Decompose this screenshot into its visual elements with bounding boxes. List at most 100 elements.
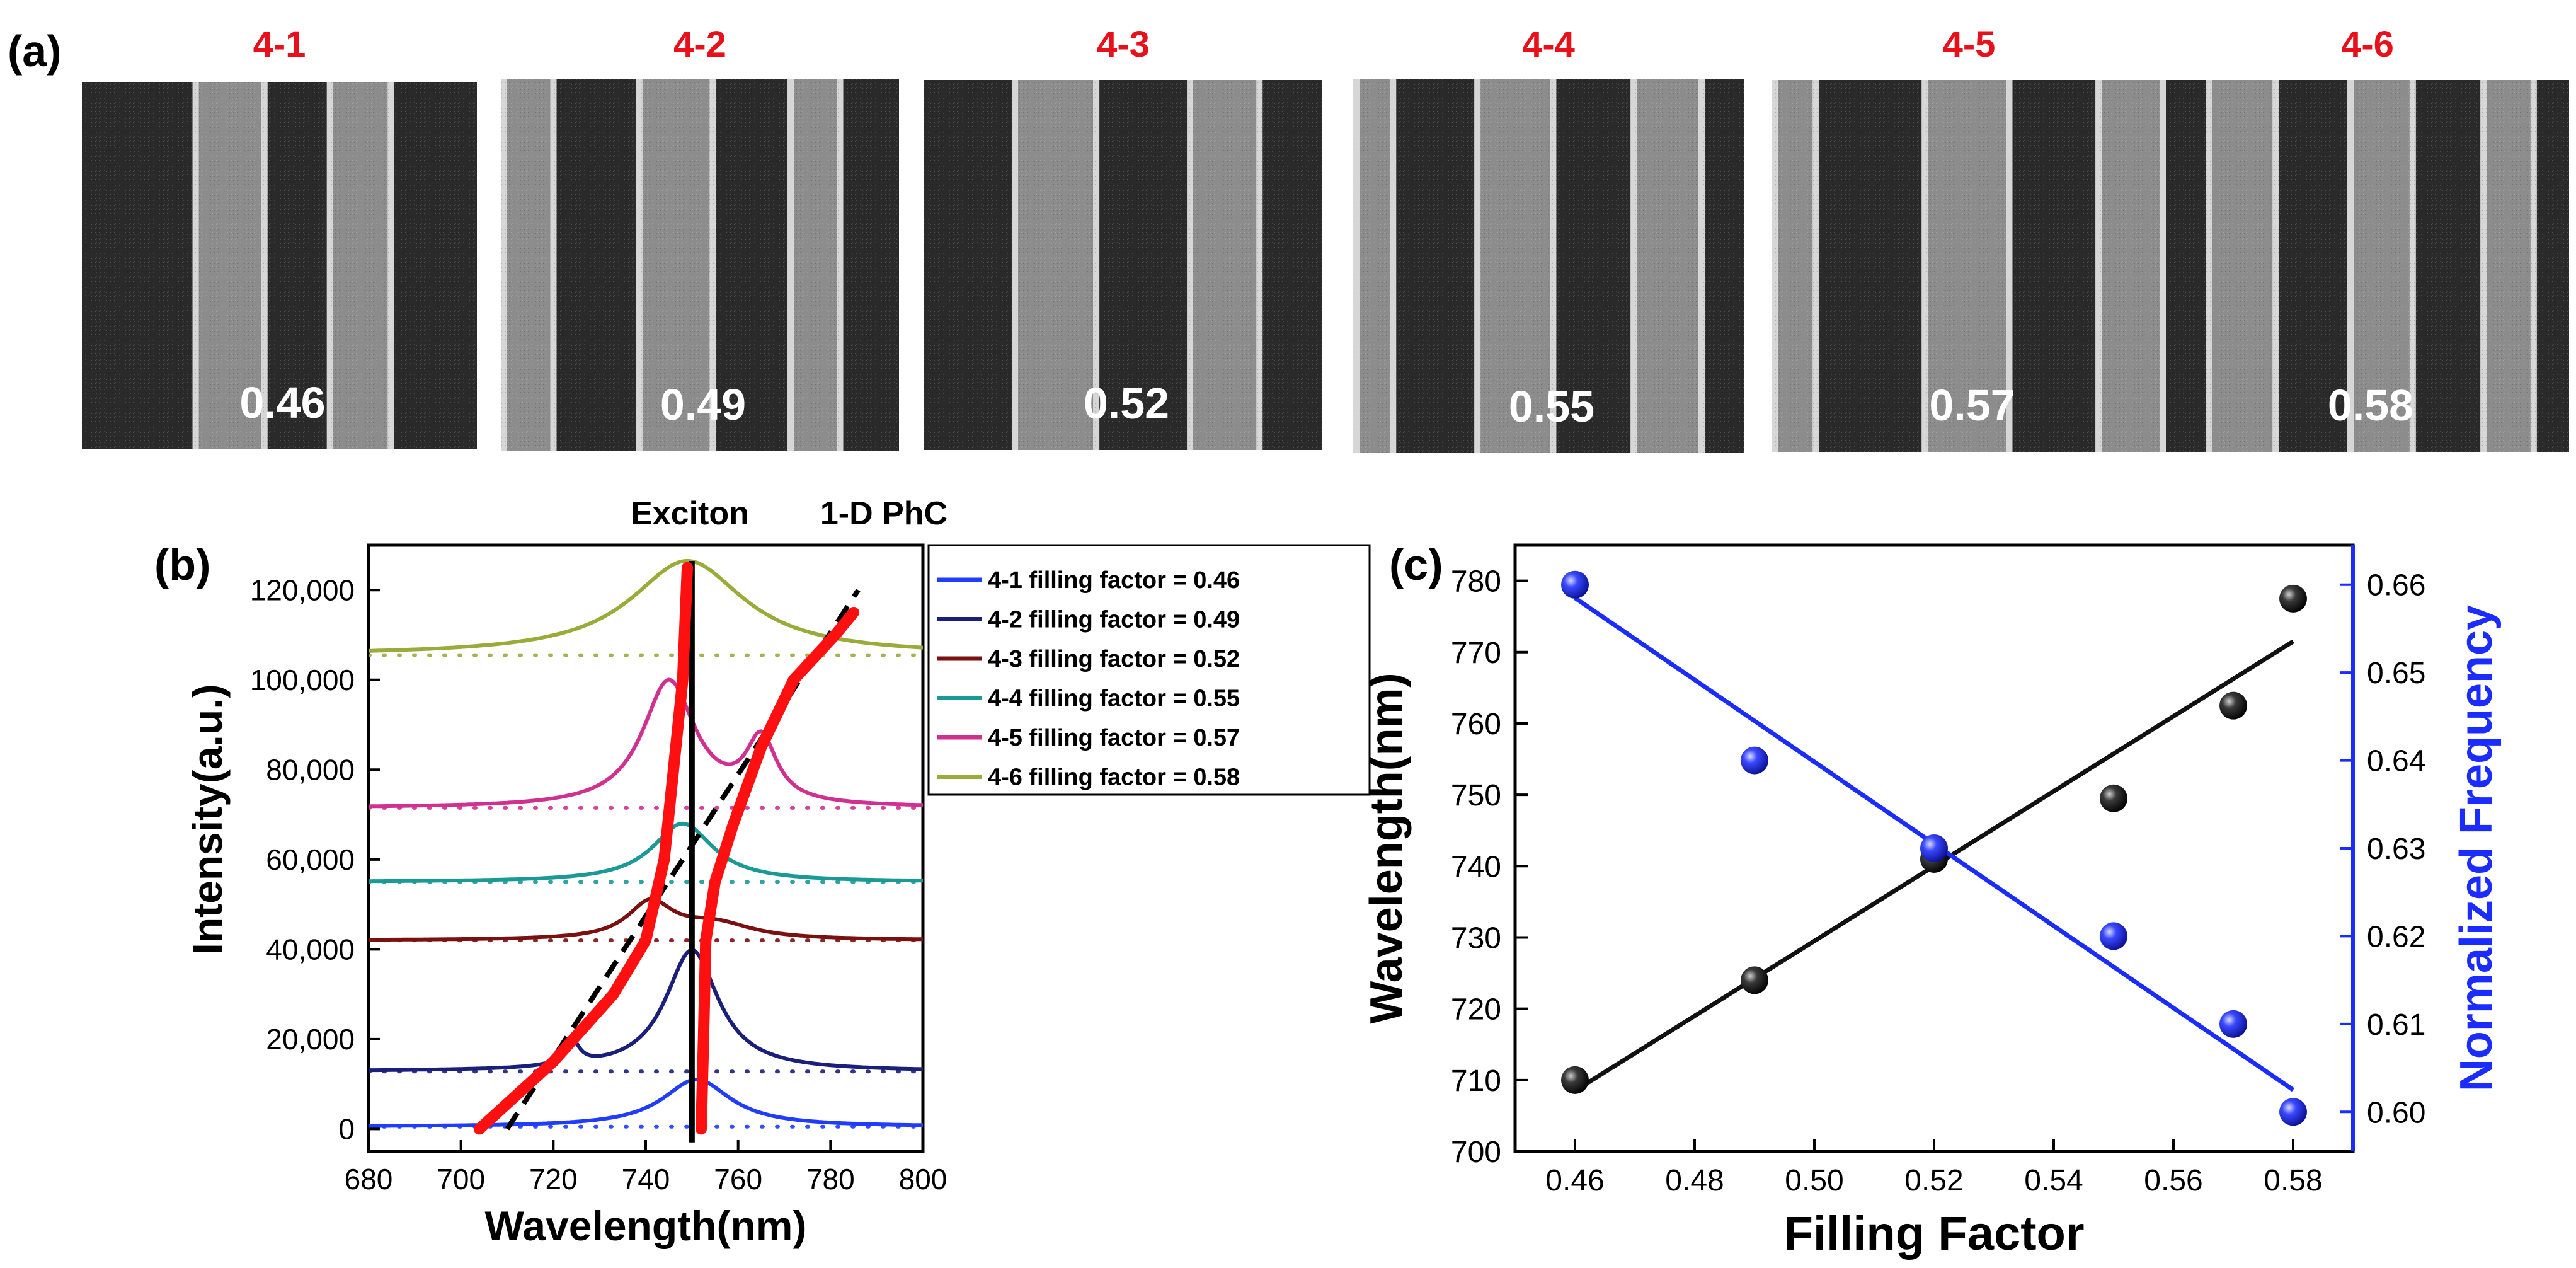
sample-id: 4-1: [253, 24, 306, 65]
panel-a-micrographs: 4-1 0.46 4-2 0.49 4-3 0.52 4-4 0.55 4-5 0.57 4-6 0.…: [82, 24, 2569, 453]
y-tick-label-c: 750: [1451, 779, 1501, 812]
y-tick-label: 120,000: [250, 573, 355, 606]
frequency-point: [2100, 922, 2127, 950]
frequency-point: [2279, 1098, 2307, 1126]
sample-id: 4-3: [1097, 24, 1150, 65]
wavelength-point: [2100, 784, 2127, 812]
y-axis-title-c: Wavelength(nm): [1361, 672, 1412, 1023]
y-tick-label: 60,000: [266, 843, 355, 876]
sem-grain: [501, 79, 899, 451]
x-tick-label: 700: [437, 1163, 485, 1196]
x-tick-label-c: 0.48: [1665, 1164, 1724, 1197]
dispersion-overlay: [474, 560, 861, 1143]
spectrum-line: [369, 948, 923, 1073]
x-tick-label-c: 0.58: [2264, 1164, 2322, 1197]
x-tick-label: 800: [899, 1163, 947, 1196]
legend-box: [927, 544, 1371, 796]
y2-axis-title-c: Normalized Frequency: [2451, 605, 2502, 1092]
x-tick-label: 740: [622, 1163, 670, 1196]
sem-grain: [924, 80, 1322, 450]
wavelength-point: [2219, 691, 2247, 720]
filling-factor-value: 0.58: [2328, 381, 2413, 430]
filling-factor-value: 0.55: [1509, 382, 1594, 431]
x-tick-label: 720: [529, 1163, 578, 1196]
y-tick-label: 40,000: [266, 933, 355, 965]
x-tick-label-c: 0.46: [1545, 1164, 1604, 1197]
wavelength-point: [1561, 1066, 1589, 1094]
x-tick-label: 680: [345, 1163, 393, 1196]
y2-tick-label-c: 0.62: [2367, 920, 2425, 954]
x-axis-title-c: Filling Factor: [1783, 1207, 2084, 1260]
polariton-branch: [474, 562, 693, 1135]
spectra: [369, 558, 923, 1128]
filling-factor-value: 0.52: [1084, 379, 1169, 428]
y2-tick-label-c: 0.63: [2367, 833, 2425, 866]
filling-factor-value: 0.49: [660, 380, 746, 429]
x-tick-label-c: 0.52: [1904, 1164, 1963, 1197]
frequency-point: [1741, 746, 1768, 775]
wavelength-point: [1741, 966, 1768, 994]
sample-id: 4-5: [1943, 24, 1996, 65]
sample-id: 4-2: [673, 24, 726, 65]
x-tick-label-c: 0.50: [1785, 1164, 1843, 1197]
legend-entry: 4-3 filling factor = 0.52: [988, 646, 1240, 672]
spectrum-line: [369, 1077, 923, 1128]
legend-entry: 4-6 filling factor = 0.58: [988, 764, 1240, 791]
polariton-branch: [696, 606, 859, 1135]
spectrum-line: [369, 677, 923, 809]
filling-factor-value: 0.57: [1929, 381, 2015, 430]
wavelength-point: [2279, 584, 2307, 613]
y2-tick-label-c: 0.64: [2367, 745, 2425, 778]
y2-tick-label-c: 0.66: [2367, 569, 2425, 602]
y-tick-label-c: 730: [1451, 921, 1501, 955]
spectrum-line: [369, 897, 923, 942]
panel-b-label: (b): [154, 540, 210, 589]
y-tick-label: 20,000: [266, 1023, 355, 1056]
legend-entry: 4-1 filling factor = 0.46: [988, 567, 1240, 594]
phc-dashed-line: [505, 589, 861, 1131]
scatter-plot: [1561, 570, 2307, 1126]
exciton-annotation: Exciton: [631, 495, 749, 532]
sample-id: 4-4: [1522, 24, 1575, 65]
y-tick-label: 80,000: [266, 753, 355, 786]
filling-factor-value: 0.46: [239, 378, 325, 427]
panel-c-label: (c): [1389, 540, 1443, 589]
x-tick-label-c: 0.56: [2144, 1164, 2202, 1197]
legend-entry: 4-4 filling factor = 0.55: [988, 686, 1240, 712]
y2-tick-label-c: 0.65: [2367, 657, 2425, 690]
x-tick-label: 760: [714, 1163, 762, 1196]
y-tick-label-c: 720: [1451, 993, 1501, 1027]
legend: 4-1 filling factor = 0.46 4-2 filling fac…: [937, 567, 1240, 791]
x-tick-label-c: 0.54: [2024, 1164, 2083, 1197]
axis-ticks-c: 0.46 0.48 0.50 0.52 0.54 0.56 0.58 700 710 720 730…: [1451, 565, 2426, 1197]
y-tick-label: 0: [338, 1112, 355, 1145]
y-tick-label-c: 760: [1451, 708, 1501, 741]
spectrum-line: [369, 821, 923, 884]
frequency-point: [1920, 834, 1948, 862]
y-tick-label: 100,000: [250, 664, 355, 696]
axis-ticks: 680 700 720 740 760 780 800 0 20,000 40,000 60,000…: [250, 573, 947, 1196]
sem-grain: [2166, 80, 2569, 452]
frequency-point: [2219, 1010, 2247, 1038]
phc-annotation: 1-D PhC: [820, 495, 947, 532]
x-tick-label: 780: [806, 1163, 855, 1196]
sem-grain: [82, 82, 477, 449]
y-tick-label-c: 770: [1451, 637, 1501, 670]
x-axis-title: Wavelength(nm): [485, 1202, 807, 1249]
y-axis-title: Intensity(a.u.): [184, 684, 231, 954]
y-tick-label-c: 710: [1451, 1064, 1501, 1098]
panel-a-label: (a): [8, 26, 62, 76]
panel-b-chart: (b) Exciton 1-D PhC 680 700 720 740 760 780 80…: [154, 495, 1371, 1249]
y2-tick-label-c: 0.60: [2367, 1096, 2425, 1129]
y-tick-label-c: 700: [1451, 1136, 1501, 1169]
frequency-point: [1561, 570, 1589, 599]
sem-grain: [1353, 79, 1744, 453]
y2-tick-label-c: 0.61: [2367, 1008, 2425, 1042]
sample-id: 4-6: [2341, 24, 2394, 65]
y-tick-label-c: 780: [1451, 565, 1501, 599]
legend-entry: 4-2 filling factor = 0.49: [988, 607, 1240, 633]
sem-grain: [1772, 80, 2167, 452]
panel-c-chart: (c) 0.46 0.48 0.50 0.52 0.54 0.56 0.58 700 710 72…: [1361, 540, 2502, 1260]
y-tick-label-c: 740: [1451, 850, 1501, 884]
